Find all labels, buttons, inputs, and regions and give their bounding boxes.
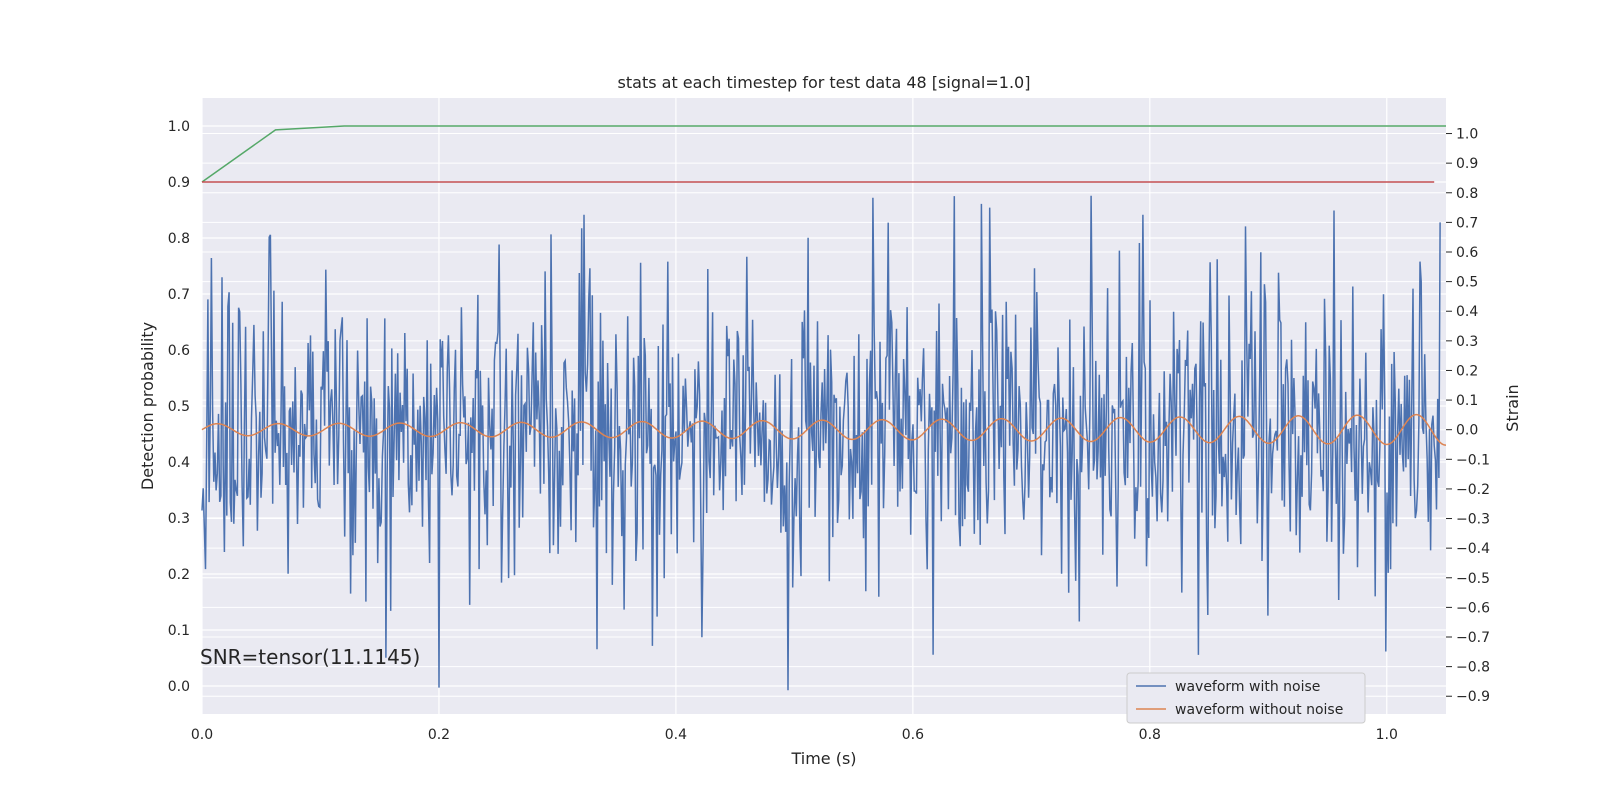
x-tick-label: 0.6: [902, 727, 924, 743]
x-axis-label: Time (s): [790, 749, 856, 768]
y-tick-label-right: 0.9: [1456, 156, 1478, 172]
y-tick-label-right: 0.8: [1456, 186, 1478, 202]
series-waveform-with-noise: [201, 195, 1441, 691]
legend-box: [1126, 672, 1366, 724]
y-tick-label-right: 0.6: [1456, 245, 1478, 261]
x-tick-label: 1.0: [1376, 727, 1398, 743]
y-tick-label-right: 0.1: [1456, 393, 1478, 409]
grid-x: [201, 98, 1388, 714]
y-tick-label-left: 0.5: [168, 399, 190, 415]
y-tick-label-right: −0.9: [1456, 689, 1490, 705]
x-tick-label: 0.8: [1139, 727, 1161, 743]
y-tick-label-right: 0.3: [1456, 334, 1478, 350]
legend: waveform with noise waveform without noi…: [1126, 672, 1366, 724]
y-ticks-left: 0.0 0.1 0.2 0.3 0.4 0.5 0.6 0.7 0.8 0.9 1.0: [168, 119, 190, 695]
series-layer: [201, 125, 1446, 691]
y-tick-label-right: 0.2: [1456, 363, 1478, 379]
y-axis-label-right: Strain: [1503, 384, 1522, 431]
y-tick-label-right: 0.4: [1456, 304, 1478, 320]
y-tick-label-right: 0.7: [1456, 215, 1478, 231]
y-ticks-right: −0.9 −0.8 −0.7 −0.6 −0.5 −0.4 −0.3 −0.2 −0.1 0.0 0…: [1446, 127, 1490, 705]
y-tick-label-left: 1.0: [168, 119, 190, 135]
y-tick-label-left: 0.4: [168, 455, 190, 471]
y-tick-label-right: 1.0: [1456, 127, 1478, 143]
y-tick-label-left: 0.1: [168, 623, 190, 639]
y-tick-label-right: −0.2: [1456, 482, 1490, 498]
y-tick-label-right: −0.7: [1456, 630, 1490, 646]
y-tick-label-right: −0.3: [1456, 512, 1490, 528]
y-tick-label-right: −0.5: [1456, 571, 1490, 587]
y-tick-label-right: −0.4: [1456, 541, 1490, 557]
series-waveform-without-noise: [201, 413, 1446, 446]
y-tick-label-left: 0.7: [168, 287, 190, 303]
y-tick-label-left: 0.0: [168, 679, 190, 695]
legend-label-waveform-with-noise: waveform with noise: [1175, 679, 1320, 695]
y-tick-label-left: 0.2: [168, 567, 190, 583]
x-tick-label: 0.4: [665, 727, 687, 743]
y-axis-label-left: Detection probability: [138, 322, 157, 490]
series-detection-probability: [201, 125, 1446, 183]
y-tick-label-left: 0.9: [168, 175, 190, 191]
y-tick-label-right: −0.1: [1456, 452, 1490, 468]
y-tick-label-right: 0.5: [1456, 275, 1478, 291]
x-tick-label: 0.0: [191, 727, 213, 743]
chart-title: stats at each timestep for test data 48 …: [618, 73, 1031, 92]
y-tick-label-right: −0.6: [1456, 600, 1490, 616]
y-tick-label-left: 0.3: [168, 511, 190, 527]
y-tick-label-left: 0.8: [168, 231, 190, 247]
y-tick-label-right: 0.0: [1456, 423, 1478, 439]
x-ticks: 0.0 0.2 0.4 0.6 0.8 1.0: [191, 727, 1398, 743]
legend-label-waveform-without-noise: waveform without noise: [1175, 702, 1343, 718]
y-tick-label-right: −0.8: [1456, 660, 1490, 676]
snr-annotation: SNR=tensor(11.1145): [200, 645, 420, 669]
y-tick-label-left: 0.6: [168, 343, 190, 359]
x-tick-label: 0.2: [428, 727, 450, 743]
